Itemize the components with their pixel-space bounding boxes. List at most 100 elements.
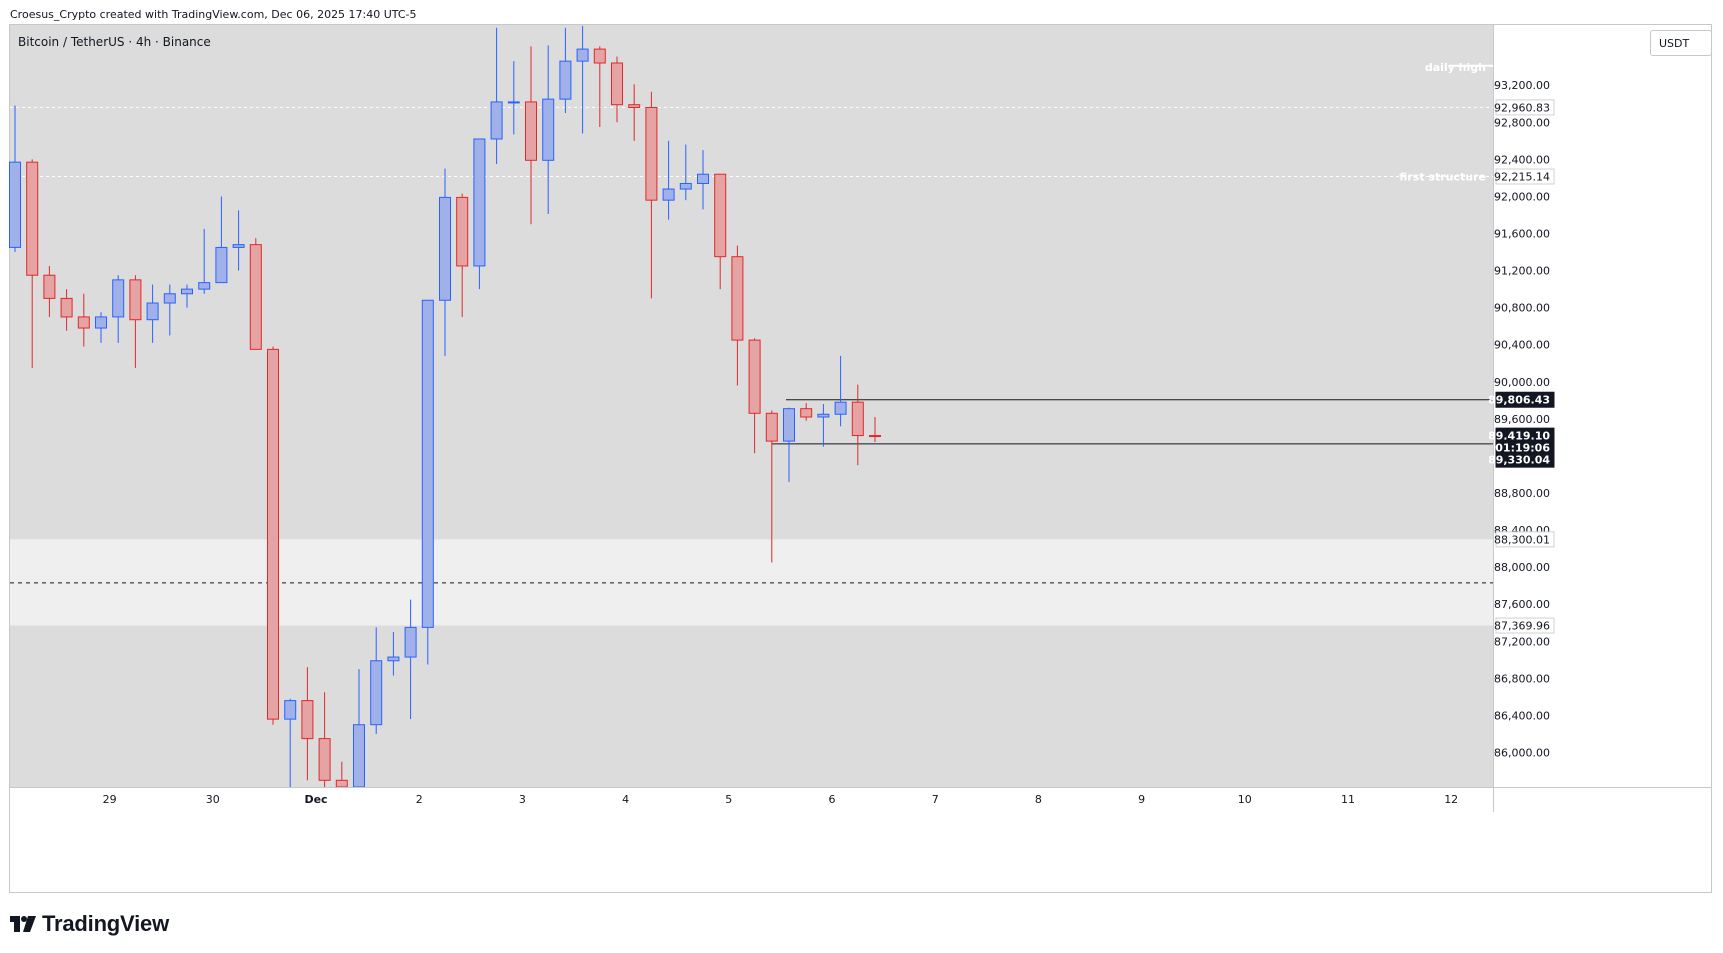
candle[interactable]: [800, 403, 813, 421]
candle-body: [645, 106, 658, 201]
candle[interactable]: [60, 289, 73, 331]
candle-body: [112, 279, 125, 318]
candle[interactable]: [318, 692, 331, 787]
candle-body: [353, 724, 365, 788]
candle-body: [697, 173, 709, 184]
candle-body: [714, 173, 727, 258]
candle[interactable]: [9, 105, 21, 253]
candle-body: [456, 196, 469, 267]
candle[interactable]: [851, 384, 864, 466]
price-label: 92,960.83: [1494, 99, 1555, 116]
candle[interactable]: [267, 346, 279, 725]
candle-body: [421, 299, 434, 628]
candle[interactable]: [765, 410, 778, 563]
candle[interactable]: [697, 150, 709, 210]
candle-body: [404, 626, 417, 658]
candle-body: [507, 101, 520, 104]
candle-body: [473, 138, 486, 267]
candle-body: [679, 182, 692, 190]
candle[interactable]: [146, 284, 159, 343]
candle[interactable]: [869, 417, 881, 443]
candle[interactable]: [249, 238, 262, 350]
candle[interactable]: [163, 284, 176, 336]
level-label: first structure: [1399, 171, 1486, 184]
candle[interactable]: [112, 275, 125, 343]
time-tick-label: 7: [932, 793, 939, 806]
candle[interactable]: [404, 599, 417, 720]
price-label-text: 89,330.04: [1488, 454, 1550, 467]
candle[interactable]: [198, 228, 211, 294]
candle[interactable]: [301, 667, 314, 781]
candle[interactable]: [662, 140, 675, 220]
candle-body: [146, 302, 159, 321]
price-tick-label: 87,600.00: [1494, 598, 1550, 611]
candle-body: [387, 656, 400, 662]
chart-frame[interactable]: [9, 24, 1712, 893]
demand-zone: [10, 539, 1493, 626]
price-label-box: [1495, 451, 1555, 468]
price-label: 88,300.01: [1494, 531, 1555, 548]
candle-body: [834, 401, 847, 415]
candle[interactable]: [731, 245, 744, 386]
time-tick-label: 5: [725, 793, 732, 806]
candle-body: [249, 244, 262, 350]
candle[interactable]: [43, 265, 56, 317]
candle[interactable]: [817, 404, 830, 447]
candle[interactable]: [215, 196, 228, 284]
price-label-text: 01:19:06: [1495, 442, 1550, 455]
candle-body: [869, 435, 881, 438]
candle[interactable]: [26, 159, 39, 368]
price-tick-label: 90,400.00: [1494, 339, 1550, 352]
candle-body: [765, 412, 778, 442]
candle[interactable]: [714, 173, 727, 290]
candle[interactable]: [542, 45, 555, 215]
candle[interactable]: [628, 84, 641, 141]
price-label-box: [1495, 168, 1555, 185]
candle[interactable]: [559, 27, 572, 114]
candle-body: [559, 60, 572, 100]
candle[interactable]: [232, 210, 245, 271]
candle-body: [60, 297, 73, 318]
price-tick-label: 92,800.00: [1494, 116, 1550, 129]
candle[interactable]: [456, 193, 469, 317]
candle-body: [129, 279, 142, 321]
candle[interactable]: [593, 46, 606, 127]
candle[interactable]: [421, 299, 434, 665]
price-label: 89,806.43: [1488, 391, 1555, 408]
candle[interactable]: [129, 275, 142, 368]
candle[interactable]: [783, 407, 795, 482]
candle[interactable]: [611, 56, 623, 123]
candle[interactable]: [95, 312, 107, 343]
candle[interactable]: [370, 627, 383, 734]
candle[interactable]: [284, 698, 297, 787]
candle[interactable]: [77, 293, 90, 347]
price-label-text: 89,419.10: [1488, 430, 1550, 443]
tradingview-logo[interactable]: TradingView: [10, 910, 169, 938]
candle[interactable]: [679, 144, 692, 201]
price-label: 89,330.04: [1488, 451, 1555, 468]
candle[interactable]: [439, 168, 451, 356]
candle-body: [525, 101, 537, 161]
price-tick-label: 88,800.00: [1494, 487, 1550, 500]
candle[interactable]: [748, 338, 761, 454]
candle[interactable]: [645, 91, 658, 299]
candle[interactable]: [576, 25, 589, 134]
price-label-text: 92,215.14: [1494, 171, 1550, 184]
candle[interactable]: [181, 284, 193, 308]
candle-body: [800, 408, 813, 418]
candle[interactable]: [387, 632, 400, 676]
candle[interactable]: [473, 138, 486, 290]
candle[interactable]: [490, 27, 503, 165]
candle-body: [77, 316, 90, 329]
price-tick-label: 93,200.00: [1494, 79, 1550, 92]
time-tick-label: 30: [206, 793, 220, 806]
currency-selector[interactable]: USDT: [1650, 30, 1712, 56]
candle[interactable]: [507, 61, 520, 135]
candle[interactable]: [834, 355, 847, 427]
price-label-box: [1495, 617, 1555, 634]
candle[interactable]: [525, 46, 537, 225]
candle-body: [748, 339, 761, 414]
price-tick-label: 92,000.00: [1494, 190, 1550, 203]
price-tick-label: 91,600.00: [1494, 228, 1550, 241]
